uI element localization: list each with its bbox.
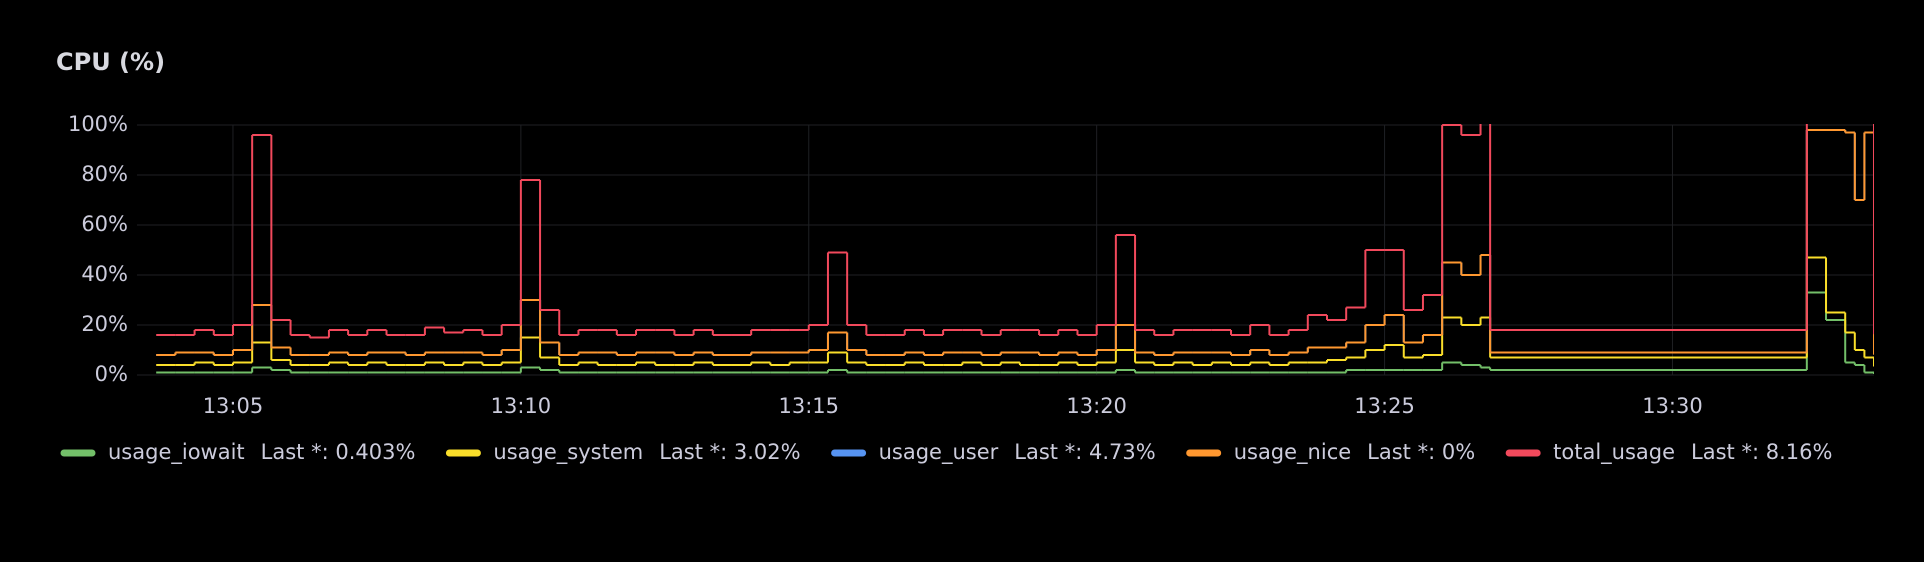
legend-name: total_usage xyxy=(1553,440,1675,465)
legend-item: usage_system Last *: 3.02% xyxy=(445,440,801,465)
legend-value: Last *: 3.02% xyxy=(659,440,800,464)
x-tick-label: 13:10 xyxy=(491,394,552,418)
series-line xyxy=(156,129,1874,356)
legend-name: usage_system xyxy=(493,440,643,465)
x-tick-label: 13:15 xyxy=(779,394,840,418)
x-tick-label: 13:05 xyxy=(203,394,264,418)
legend-item: usage_iowait Last *: 0.403% xyxy=(60,440,416,465)
plot-area xyxy=(156,124,1874,374)
legend-item: usage_user Last *: 4.73% xyxy=(831,440,1156,465)
y-tick-label: 20% xyxy=(81,312,128,336)
series-line xyxy=(156,256,1874,367)
legend-item: total_usage Last *: 8.16% xyxy=(1505,440,1832,465)
legend-value: Last *: 0% xyxy=(1367,440,1475,464)
legend-item: usage_nice Last *: 0% xyxy=(1186,440,1475,465)
legend-name: usage_iowait xyxy=(108,440,245,465)
series-line xyxy=(156,291,1874,374)
legend-name: usage_nice xyxy=(1234,440,1351,465)
legend: usage_iowait Last *: 0.403% usage_system La… xyxy=(60,440,1832,465)
legend-name: usage_user xyxy=(879,440,999,465)
series-line xyxy=(156,124,1874,339)
y-tick-label: 40% xyxy=(81,262,128,286)
y-tick-label: 100% xyxy=(68,112,128,136)
legend-value: Last *: 0.403% xyxy=(261,440,416,464)
grid: 0% 20% 40% 60% 80% 100% 13:05 13:10 13:15 13:20 13… xyxy=(68,112,1874,418)
panel-title: CPU (%) xyxy=(56,48,165,76)
x-tick-label: 13:30 xyxy=(1642,394,1703,418)
y-tick-label: 60% xyxy=(81,212,128,236)
y-tick-label: 0% xyxy=(95,362,128,386)
legend-value: Last *: 4.73% xyxy=(1014,440,1155,464)
y-tick-label: 80% xyxy=(81,162,128,186)
legend-value: Last *: 8.16% xyxy=(1691,440,1832,464)
x-tick-label: 13:25 xyxy=(1354,394,1415,418)
x-tick-label: 13:20 xyxy=(1066,394,1127,418)
series-line xyxy=(156,129,1874,356)
